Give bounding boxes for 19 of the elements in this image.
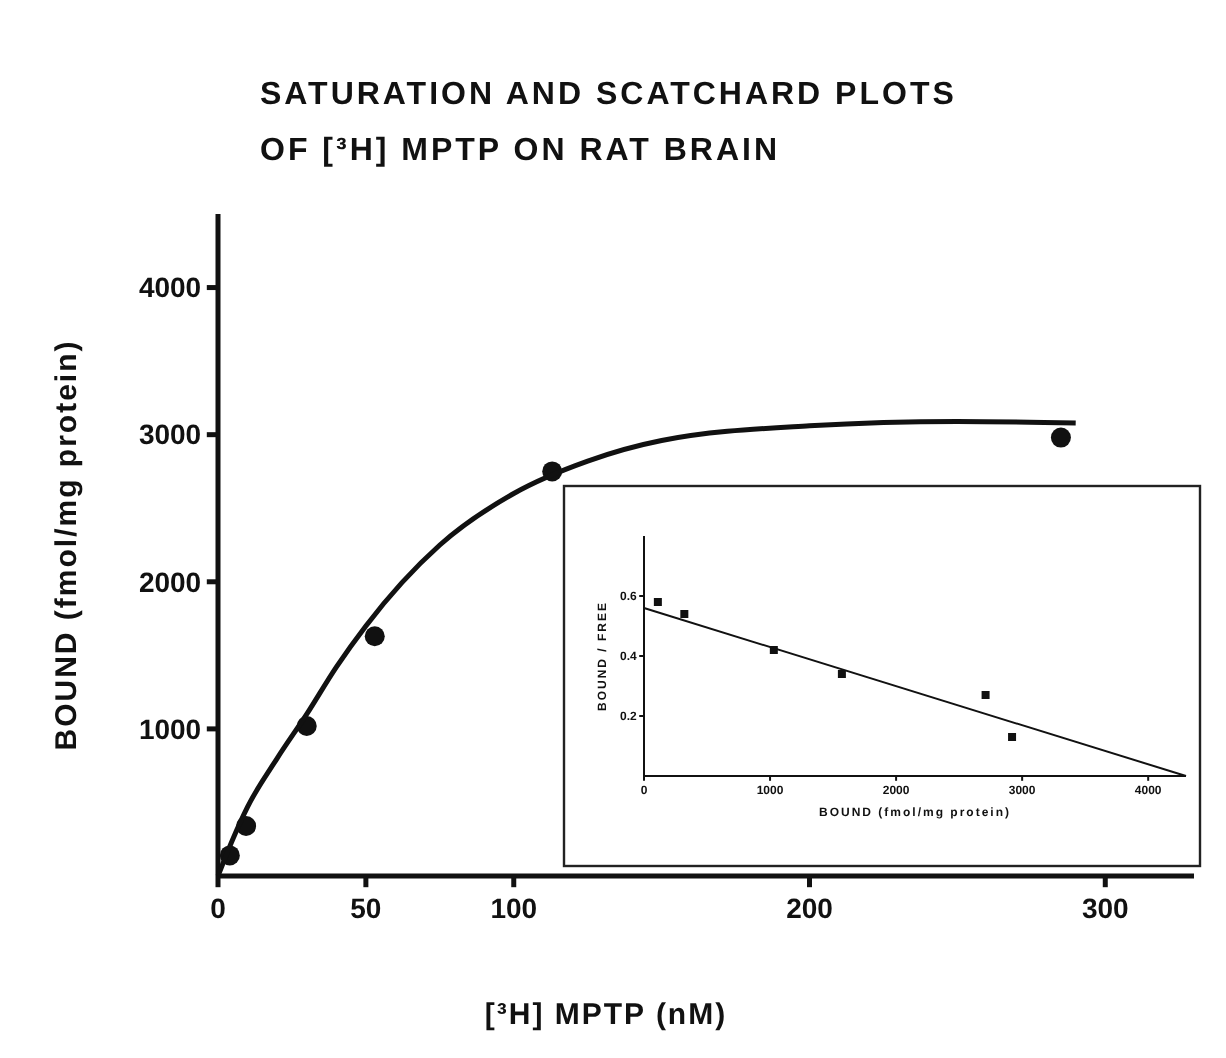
point <box>680 610 689 618</box>
point <box>1008 733 1017 741</box>
x-axis-title: [³H] MPTP (nM) <box>484 998 728 1032</box>
x-tick-label: 0 <box>210 892 227 924</box>
point <box>1050 427 1071 448</box>
point <box>364 626 385 647</box>
y-tick-label: 4000 <box>138 271 202 304</box>
x-tick-label: 200 <box>786 892 834 924</box>
x-tick-label: 100 <box>490 892 538 924</box>
point <box>981 691 990 699</box>
x-tick-label: 50 <box>350 892 382 924</box>
point <box>837 670 846 678</box>
x-tick-label: 300 <box>1081 892 1130 924</box>
chart-title: SATURATION AND SCATCHARD PLOTS OF [³H] MPTP ON RAT BRAIN <box>260 78 957 168</box>
point <box>653 598 662 606</box>
y-tick-label: 3000 <box>138 418 202 451</box>
y-tick-label: 2000 <box>138 565 202 598</box>
y-axis-title: BOUND (fmol/mg protein) <box>50 339 84 751</box>
y-tick-label: 1000 <box>138 712 202 745</box>
